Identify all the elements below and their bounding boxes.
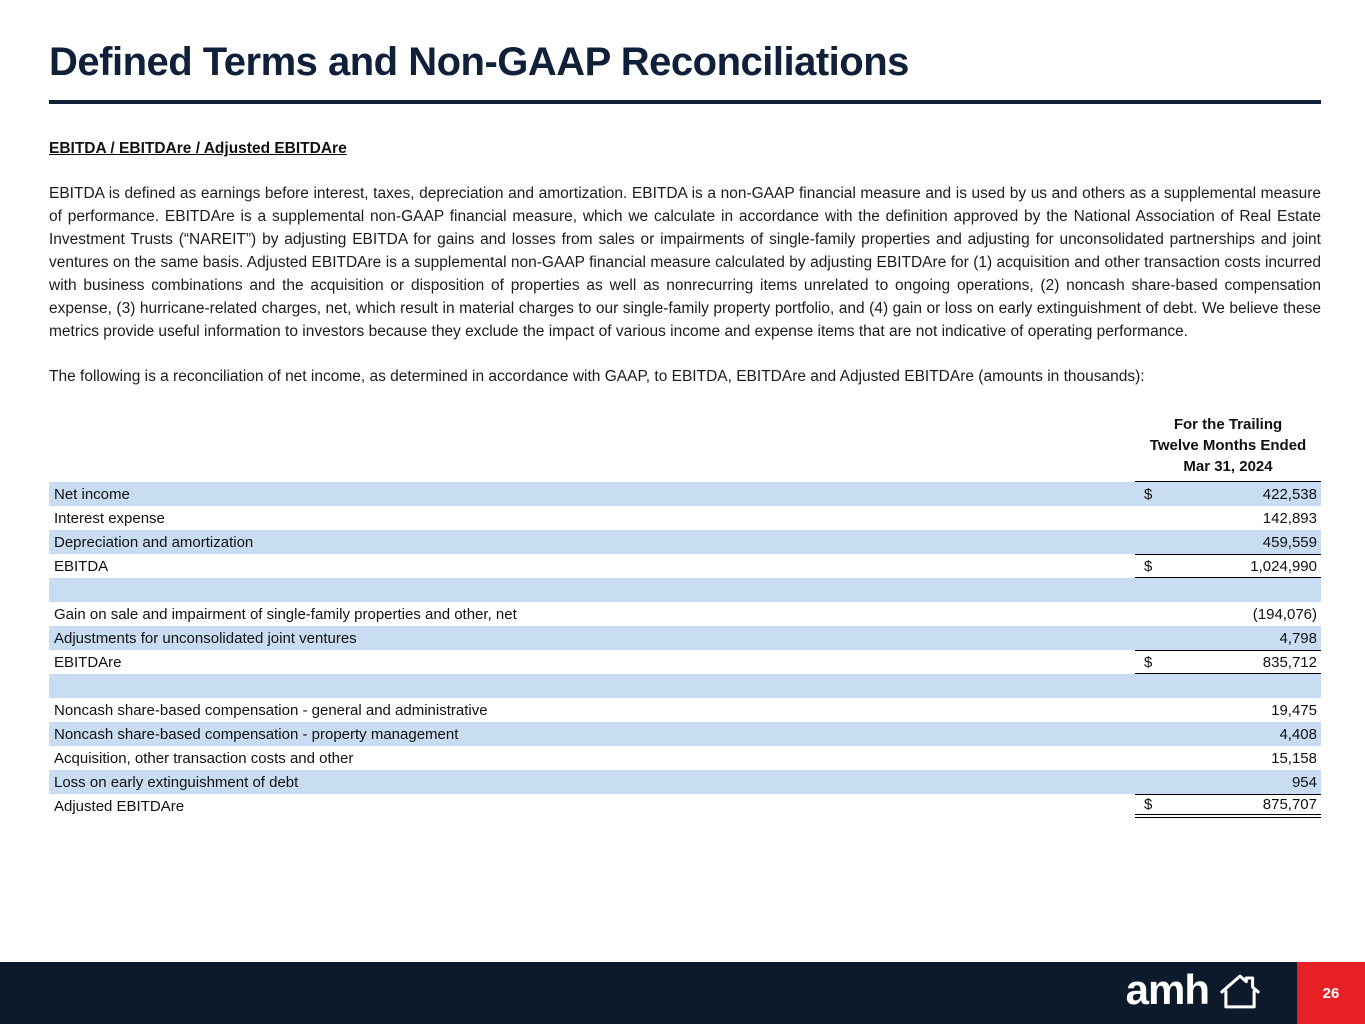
row-value: 19,475 bbox=[1271, 701, 1317, 719]
amh-logo: amh bbox=[1126, 969, 1263, 1017]
table-header-spacer bbox=[49, 414, 1135, 482]
row-label: Interest expense bbox=[54, 509, 165, 527]
row-amount bbox=[1135, 674, 1321, 698]
row-label: Noncash share-based compensation - prope… bbox=[54, 725, 459, 743]
row-amount: $ 875,707 bbox=[1135, 794, 1321, 818]
row-value: 4,408 bbox=[1279, 725, 1317, 743]
row-amount: 4,408 bbox=[1135, 722, 1321, 746]
row-label bbox=[49, 674, 1135, 698]
row-value: 875,707 bbox=[1262, 796, 1317, 813]
row-currency: $ bbox=[1144, 653, 1153, 671]
row-amount: (194,076) bbox=[1135, 602, 1321, 626]
slide-content: Defined Terms and Non-GAAP Reconciliatio… bbox=[49, 40, 1321, 818]
table-spacer-row bbox=[49, 674, 1321, 698]
row-currency: $ bbox=[1144, 557, 1153, 575]
table-row: Loss on early extinguishment of debt 954 bbox=[49, 770, 1321, 794]
row-value: 142,893 bbox=[1262, 509, 1317, 527]
row-label: Adjustments for unconsolidated joint ven… bbox=[54, 629, 357, 647]
row-amount: 954 bbox=[1135, 770, 1321, 794]
page-title: Defined Terms and Non-GAAP Reconciliatio… bbox=[49, 40, 909, 84]
table-header-line2: Twelve Months Ended bbox=[1149, 437, 1307, 454]
table-header-column: For the Trailing Twelve Months Ended Mar… bbox=[1135, 414, 1321, 482]
section-heading: EBITDA / EBITDAre / Adjusted EBITDAre bbox=[49, 140, 1321, 158]
row-label: Net income bbox=[54, 485, 130, 503]
row-value: (194,076) bbox=[1252, 605, 1317, 623]
definition-paragraph: EBITDA is defined as earnings before int… bbox=[49, 185, 1321, 340]
table-spacer-row bbox=[49, 578, 1321, 602]
row-label: EBITDA bbox=[54, 557, 109, 575]
table-row-ebitda-subtotal: EBITDA $ 1,024,990 bbox=[49, 554, 1321, 578]
table-row-ebitdare-subtotal: EBITDAre $ 835,712 bbox=[49, 650, 1321, 674]
row-currency: $ bbox=[1144, 796, 1153, 813]
row-label: Acquisition, other transaction costs and… bbox=[54, 749, 354, 767]
table-row: Adjustments for unconsolidated joint ven… bbox=[49, 626, 1321, 650]
row-value: 954 bbox=[1291, 773, 1317, 791]
row-value: 422,538 bbox=[1262, 485, 1317, 503]
row-label: Depreciation and amortization bbox=[54, 533, 254, 551]
section-heading-text: EBITDA / EBITDAre / Adjusted EBITDAre bbox=[49, 140, 347, 157]
row-value: 459,559 bbox=[1262, 533, 1317, 551]
footer-bar: amh 26 bbox=[0, 962, 1365, 1024]
row-amount: 4,798 bbox=[1135, 626, 1321, 650]
row-amount: $ 1,024,990 bbox=[1135, 554, 1321, 578]
page-number-badge: 26 bbox=[1297, 962, 1365, 1024]
table-row: Gain on sale and impairment of single-fa… bbox=[49, 602, 1321, 626]
row-label bbox=[49, 578, 1135, 602]
row-amount: 459,559 bbox=[1135, 530, 1321, 554]
row-value: 4,798 bbox=[1279, 629, 1317, 647]
row-label: Noncash share-based compensation - gener… bbox=[54, 701, 488, 719]
table-row: Interest expense 142,893 bbox=[49, 506, 1321, 530]
table-header: For the Trailing Twelve Months Ended Mar… bbox=[49, 414, 1321, 482]
reconciliation-intro-paragraph: The following is a reconciliation of net… bbox=[49, 368, 1145, 385]
house-icon bbox=[1217, 970, 1263, 1017]
row-label: Gain on sale and impairment of single-fa… bbox=[54, 605, 517, 623]
row-amount: 19,475 bbox=[1135, 698, 1321, 722]
reconciliation-table: For the Trailing Twelve Months Ended Mar… bbox=[49, 414, 1321, 818]
table-row-adjusted-ebitdare-total: Adjusted EBITDAre $ 875,707 bbox=[49, 794, 1321, 818]
row-amount: 142,893 bbox=[1135, 506, 1321, 530]
row-value: 15,158 bbox=[1271, 749, 1317, 767]
amh-logo-text: amh bbox=[1125, 966, 1210, 1013]
row-amount bbox=[1135, 578, 1321, 602]
table-row: Noncash share-based compensation - prope… bbox=[49, 722, 1321, 746]
row-label: EBITDAre bbox=[54, 653, 122, 671]
row-value: 835,712 bbox=[1262, 653, 1317, 671]
row-amount: 15,158 bbox=[1135, 746, 1321, 770]
table-row: Noncash share-based compensation - gener… bbox=[49, 698, 1321, 722]
row-label: Loss on early extinguishment of debt bbox=[54, 773, 299, 791]
row-currency: $ bbox=[1144, 485, 1153, 503]
row-value: 1,024,990 bbox=[1250, 557, 1317, 575]
table-header-line3: Mar 31, 2024 bbox=[1183, 458, 1273, 475]
table-row: Net income $ 422,538 bbox=[49, 482, 1321, 506]
title-rule bbox=[49, 100, 1321, 104]
table-row: Depreciation and amortization 459,559 bbox=[49, 530, 1321, 554]
row-amount: $ 835,712 bbox=[1135, 650, 1321, 674]
row-amount: $ 422,538 bbox=[1135, 482, 1321, 506]
row-label: Adjusted EBITDAre bbox=[54, 797, 185, 815]
table-header-line1: For the Trailing bbox=[1173, 416, 1283, 433]
table-row: Acquisition, other transaction costs and… bbox=[49, 746, 1321, 770]
